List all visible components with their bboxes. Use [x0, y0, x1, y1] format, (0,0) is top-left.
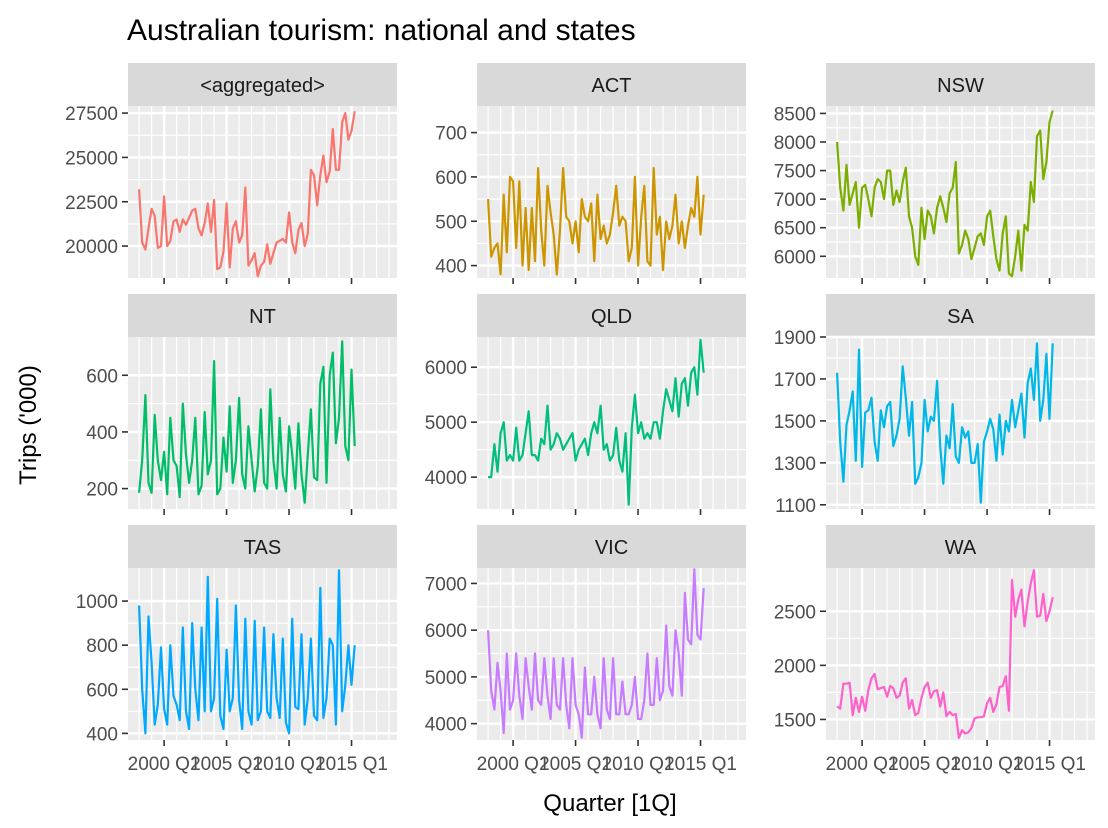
series-line-act	[487, 167, 705, 276]
y-tick-label: 1000	[76, 592, 118, 613]
series-line-qld	[488, 338, 705, 506]
facet-label: ACT	[592, 75, 632, 97]
facet-strip	[128, 294, 397, 337]
y-tick-label: 500	[435, 212, 467, 233]
y-tick-label: 200	[86, 480, 118, 501]
y-tick-label: 1500	[774, 412, 816, 433]
y-tick-label: 2500	[774, 602, 816, 623]
y-tick-label: 7000	[774, 190, 816, 211]
panel-nt: NT 200 400 600	[86, 294, 397, 515]
series-line-sa	[836, 342, 1054, 504]
series-line-aggregated	[138, 111, 356, 278]
chart-title: Australian tourism: national and states	[127, 14, 636, 47]
facet-strip	[128, 525, 397, 568]
y-tick-label: 6000	[425, 621, 467, 642]
x-tick-label: 2000 Q1	[477, 754, 550, 775]
facet-strip	[477, 63, 746, 106]
facet-label: QLD	[591, 306, 632, 328]
x-tick-label: 2000 Q1	[128, 754, 201, 775]
y-tick-label: 4000	[425, 468, 467, 489]
series-line-nt	[138, 340, 356, 504]
y-tick-label: 1300	[774, 454, 816, 475]
y-tick-label: 400	[86, 724, 118, 745]
x-tick-label: 2015 Q1	[1013, 754, 1086, 775]
y-tick-label: 2000	[774, 656, 816, 677]
y-tick-label: 8000	[774, 133, 816, 154]
y-tick-label: 7500	[774, 162, 816, 183]
series-line-vic	[487, 568, 705, 739]
panel-qld: QLD 4000 5000 6000	[425, 294, 746, 515]
y-tick-label: 8500	[774, 104, 816, 125]
y-tick-label: 22500	[65, 193, 118, 214]
facet-label: SA	[947, 306, 974, 328]
facet-label: NSW	[937, 75, 984, 97]
facet-label: VIC	[595, 537, 628, 559]
facet-label: WA	[945, 537, 977, 559]
series-line-tas	[138, 569, 356, 735]
panel-nsw: NSW 6000 6500 7000 7500 8000 8500	[774, 63, 1095, 284]
y-axis-label: Trips ('000)	[15, 365, 42, 485]
x-tick-label: 2005 Q1	[539, 754, 612, 775]
x-axis-label: Quarter [1Q]	[543, 790, 676, 817]
facet-strip	[826, 63, 1095, 106]
y-tick-label: 400	[435, 257, 467, 278]
y-tick-label: 6500	[774, 219, 816, 240]
y-tick-label: 400	[86, 423, 118, 444]
y-tick-label: 7000	[425, 574, 467, 595]
x-tick-label: 2000 Q1	[826, 754, 899, 775]
y-tick-label: 700	[435, 124, 467, 145]
y-tick-label: 1900	[774, 328, 816, 349]
panel-act: ACT 400 500 600 700	[435, 63, 746, 284]
y-tick-label: 1100	[775, 496, 816, 517]
y-tick-label: 600	[86, 366, 118, 387]
y-tick-label: 27500	[65, 104, 118, 125]
y-tick-label: 25000	[65, 148, 118, 169]
facet-strip	[477, 525, 746, 568]
y-tick-label: 5000	[425, 668, 467, 689]
y-tick-label: 5000	[425, 413, 467, 434]
facet-label: TAS	[244, 537, 281, 559]
y-tick-label: 6000	[774, 247, 816, 268]
panel-background	[128, 106, 397, 278]
panel-aggregated: <aggregated> 20000 22500 25000 27500	[65, 63, 397, 284]
series-line-nsw	[836, 110, 1054, 278]
facet-strip	[477, 294, 746, 337]
y-tick-label: 600	[435, 168, 467, 189]
facet-strip	[826, 294, 1095, 337]
x-tick-label: 2010 Q1	[253, 754, 326, 775]
y-tick-label: 20000	[65, 237, 118, 258]
x-tick-label: 2015 Q1	[664, 754, 737, 775]
facet-panels: <aggregated> 20000 22500 25000 27500 ACT 400 50…	[65, 63, 1095, 775]
x-tick-label: 2005 Q1	[190, 754, 263, 775]
y-tick-label: 1700	[774, 370, 816, 391]
panel-background	[826, 337, 1095, 509]
series-line-wa	[836, 569, 1054, 739]
facet-label: NT	[249, 306, 276, 328]
y-tick-label: 4000	[425, 715, 467, 736]
x-tick-label: 2005 Q1	[888, 754, 961, 775]
y-tick-label: 600	[86, 680, 118, 701]
panel-sa: SA 1100 1300 1500 1700 1900	[774, 294, 1095, 517]
panel-background	[826, 568, 1095, 740]
y-tick-label: 800	[86, 636, 118, 657]
facet-strip	[128, 63, 397, 106]
facet-label: <aggregated>	[200, 75, 325, 97]
facet-strip	[826, 525, 1095, 568]
y-tick-label: 1500	[774, 710, 816, 731]
x-tick-label: 2015 Q1	[315, 754, 388, 775]
x-tick-label: 2010 Q1	[602, 754, 675, 775]
x-tick-label: 2010 Q1	[951, 754, 1024, 775]
y-tick-label: 6000	[425, 358, 467, 379]
